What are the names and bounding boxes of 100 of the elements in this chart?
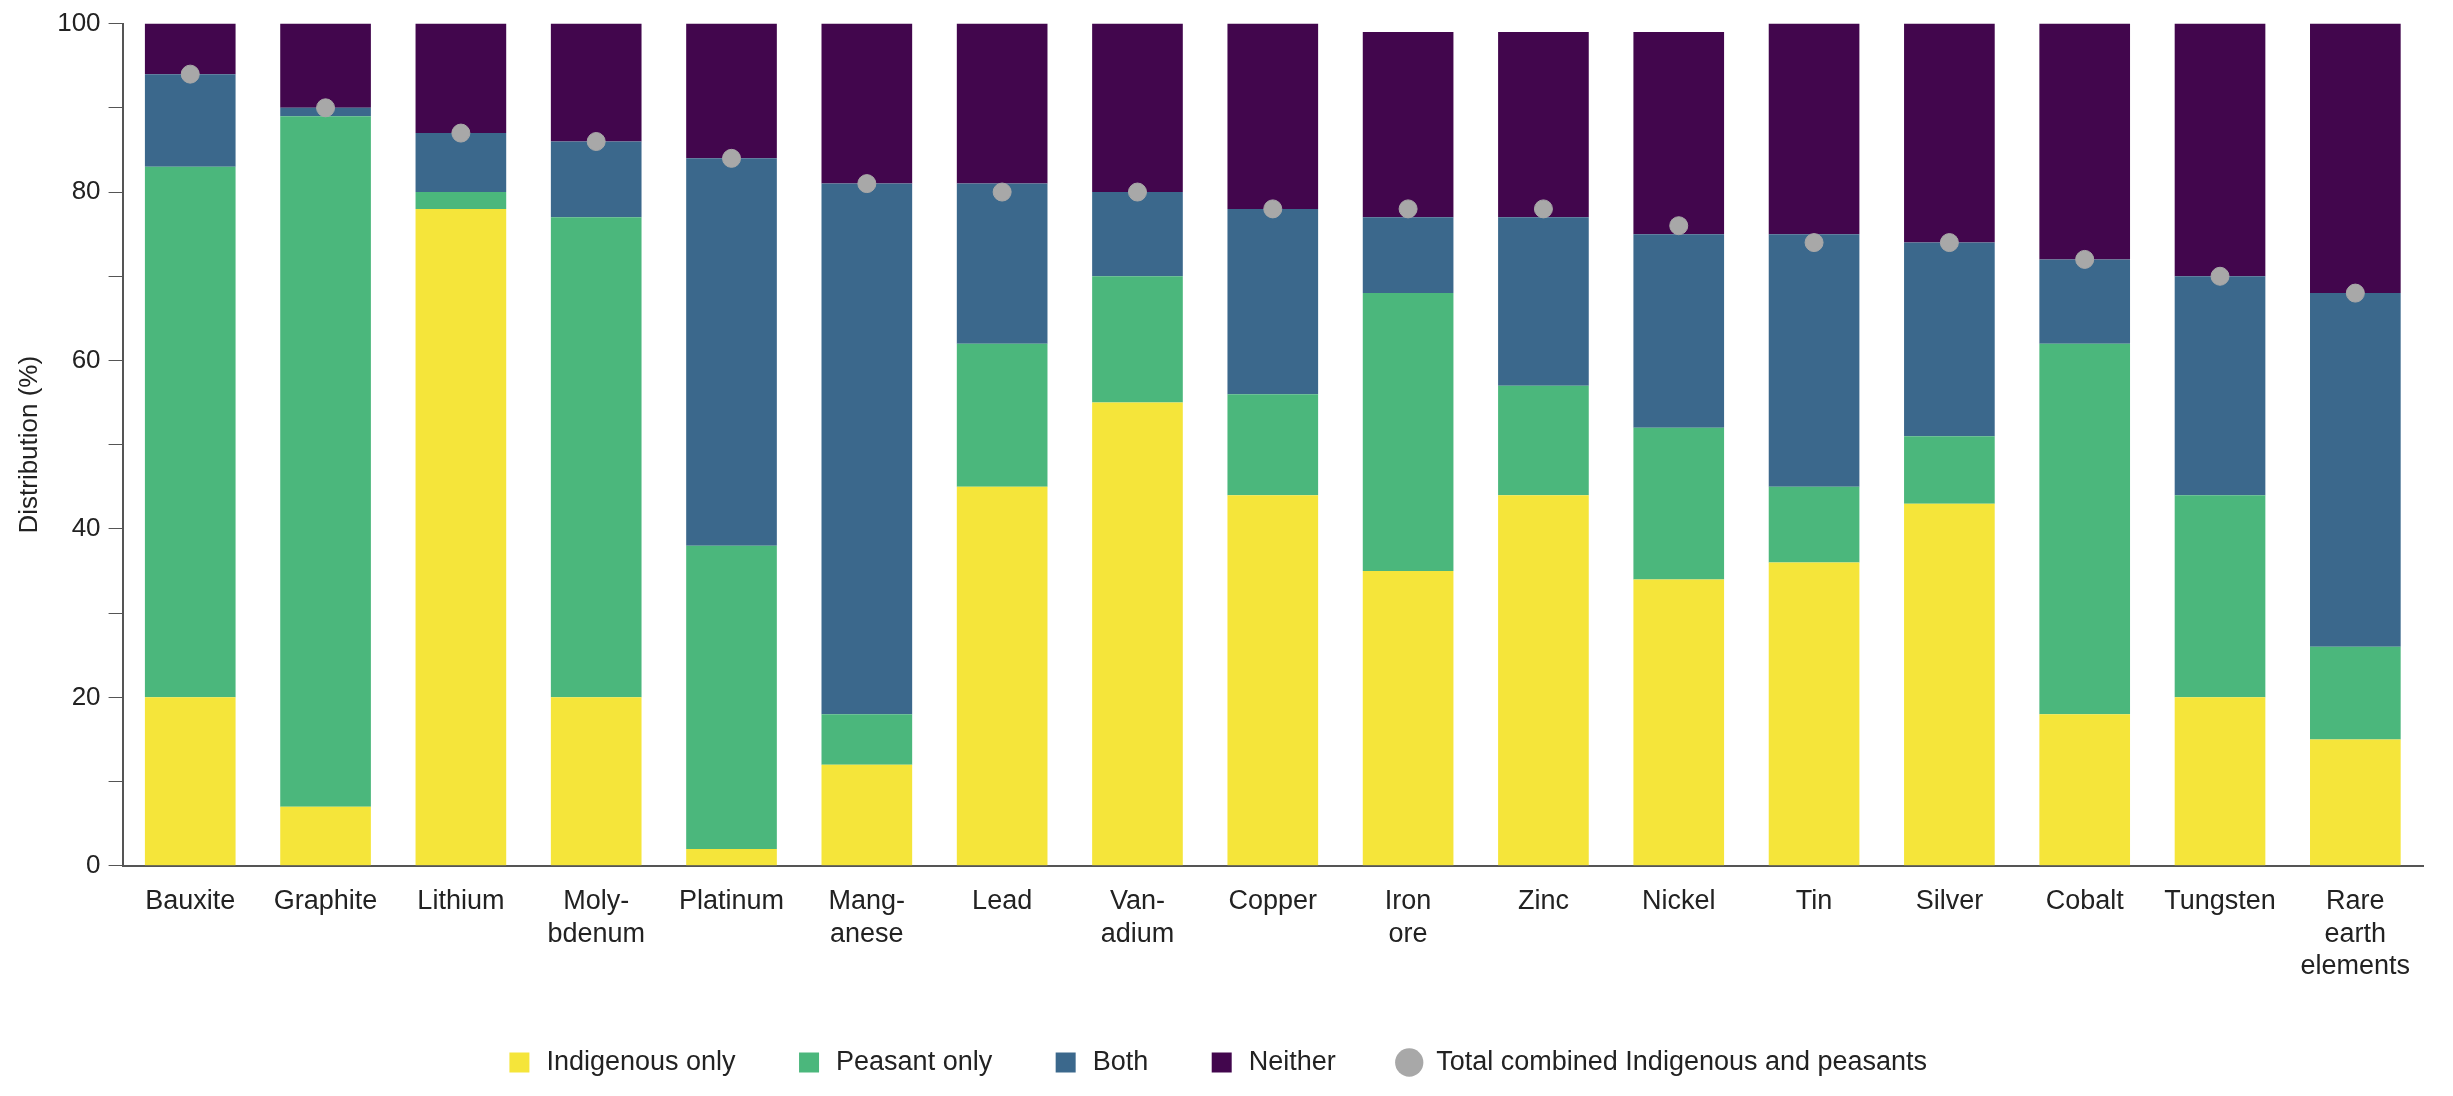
y-tick-label: 60 (71, 343, 101, 374)
bar (956, 183, 1048, 344)
bar (2310, 293, 2401, 647)
point (992, 182, 1012, 202)
point (2210, 266, 2230, 286)
bar (1633, 427, 1725, 580)
bar (1227, 208, 1319, 395)
bar (1092, 276, 1183, 403)
bar (1768, 562, 1860, 866)
bar (2039, 714, 2131, 866)
x-tick-label: Graphite (273, 885, 378, 916)
bar (144, 74, 236, 167)
bar (550, 217, 642, 698)
y-tick-label: 20 (71, 680, 101, 711)
point (180, 64, 200, 84)
bar (956, 486, 1048, 866)
bar (1227, 394, 1319, 496)
x-tick-label: Moly- bdenum (547, 885, 645, 948)
y-tick-label: 40 (71, 512, 101, 543)
point (1127, 182, 1147, 202)
point (316, 98, 336, 118)
bar (1498, 385, 1589, 496)
bar (280, 116, 371, 807)
bar (821, 714, 913, 765)
legend-label: Both (1092, 1045, 1149, 1076)
bar (2310, 23, 2401, 294)
point (857, 174, 877, 194)
bar (686, 23, 777, 159)
bar (280, 23, 371, 108)
bar (1362, 293, 1454, 572)
bar (2174, 495, 2266, 698)
point (722, 148, 742, 168)
bar (280, 806, 371, 866)
bar (956, 343, 1048, 487)
bar (550, 141, 642, 218)
point (1398, 199, 1418, 219)
bar (1768, 486, 1860, 563)
x-tick-label: Silver (1915, 885, 1984, 916)
bar (2039, 23, 2131, 260)
bar (1633, 234, 1725, 428)
legend-label: Neither (1248, 1045, 1336, 1076)
bar (1362, 32, 1454, 218)
x-tick-label: Mang- anese (828, 885, 906, 948)
legend-label: Indigenous only (546, 1045, 737, 1076)
x-tick-label: Bauxite (145, 885, 236, 916)
bar (415, 23, 507, 134)
bar (1227, 495, 1319, 866)
y-tick-label: 100 (57, 6, 101, 37)
bar (2039, 343, 2131, 715)
point (1939, 233, 1959, 253)
bar (144, 697, 236, 866)
bar (1092, 23, 1183, 193)
bar (1904, 436, 1995, 504)
x-tick-label: Zinc (1517, 885, 1569, 916)
x-tick-label: Platinum (678, 885, 785, 916)
bar (821, 23, 913, 184)
bar (821, 183, 913, 715)
bar (144, 23, 236, 75)
bar (686, 848, 777, 866)
bar (1633, 579, 1725, 866)
x-tick-label: Copper (1228, 885, 1318, 916)
bar (821, 764, 913, 866)
bar (1227, 23, 1319, 209)
point (2345, 283, 2365, 303)
x-tick-label: Nickel (1641, 885, 1716, 916)
bar (1768, 234, 1860, 487)
x-tick-label: Van- adium (1100, 885, 1175, 948)
x-tick-label: Iron ore (1384, 885, 1432, 948)
point (1533, 199, 1553, 219)
bar (686, 158, 777, 546)
bar (415, 133, 507, 193)
bar (1498, 217, 1589, 386)
bar (2174, 697, 2266, 866)
bar (1092, 192, 1183, 277)
bar (1633, 32, 1725, 235)
y-tick-label: 80 (71, 175, 101, 206)
bar (1498, 495, 1589, 866)
x-tick-label: Tin (1795, 885, 1833, 916)
point (586, 132, 606, 152)
bar (2039, 259, 2131, 344)
bar (415, 192, 507, 209)
x-tick-label: Rare earth elements (2300, 885, 2411, 981)
point (1669, 216, 1689, 236)
bar (2174, 23, 2266, 277)
point (1804, 233, 1824, 253)
y-axis-title: Distribution (%) (12, 355, 43, 534)
x-tick-label: Lithium (417, 885, 505, 916)
bar (1768, 23, 1860, 235)
bar (1498, 32, 1589, 218)
bar (1362, 217, 1454, 294)
bar (2310, 739, 2401, 866)
legend-label: Total combined Indigenous and peasants (1436, 1045, 1928, 1076)
bar (686, 545, 777, 849)
x-tick-label: Lead (972, 885, 1033, 916)
y-tick-label: 0 (86, 848, 101, 879)
bar (1092, 402, 1183, 866)
x-tick-label: Cobalt (2045, 885, 2125, 916)
bar (1362, 571, 1454, 866)
bar (1904, 503, 1995, 866)
bar (2174, 276, 2266, 496)
